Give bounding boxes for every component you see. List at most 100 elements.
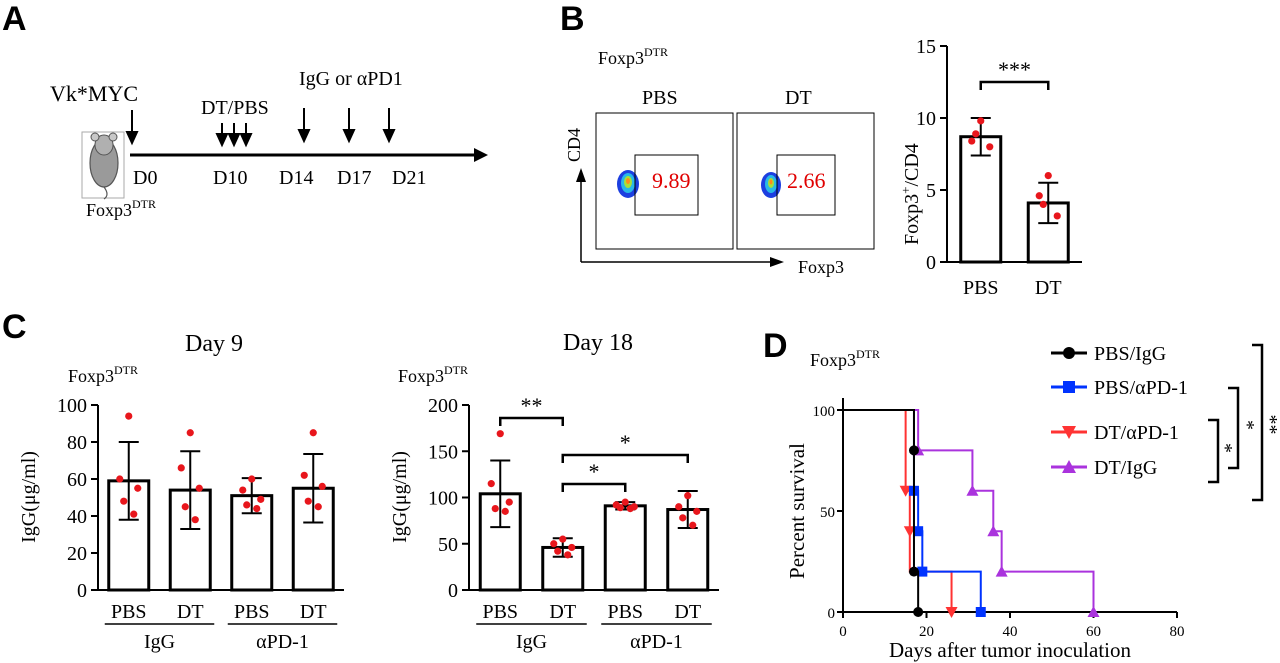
data-point bbox=[130, 510, 138, 518]
day-label-d0: D0 bbox=[133, 167, 157, 189]
x-tick-label: 80 bbox=[1170, 624, 1185, 640]
data-point bbox=[501, 507, 509, 515]
treatment-label: IgG or αPD1 bbox=[299, 68, 403, 90]
significance-bracket bbox=[561, 453, 689, 463]
y-tick-label: 0 bbox=[926, 252, 936, 274]
data-point bbox=[908, 566, 919, 577]
significance-label: * bbox=[1236, 420, 1258, 430]
y-tick-label: 50 bbox=[820, 505, 835, 521]
significance-label: ** bbox=[521, 393, 543, 418]
data-point bbox=[966, 484, 979, 496]
data-point bbox=[1063, 347, 1075, 359]
arrow-d10-1 bbox=[215, 123, 229, 148]
data-point bbox=[120, 497, 128, 505]
x-tick-label: PBS bbox=[963, 277, 999, 299]
data-point bbox=[968, 137, 976, 145]
data-point bbox=[995, 565, 1008, 577]
data-point bbox=[309, 429, 317, 437]
significance-bracket bbox=[561, 482, 627, 492]
data-point bbox=[195, 484, 203, 492]
chart-title: Day 9 bbox=[185, 331, 243, 357]
data-point bbox=[908, 445, 919, 456]
y-axis-label: IgG(μg/ml) bbox=[389, 451, 411, 543]
group-label: IgG bbox=[516, 631, 547, 653]
survival-line bbox=[843, 409, 920, 612]
chart-subtitle-main: Foxp3 bbox=[68, 366, 114, 386]
significance-bracket bbox=[1208, 418, 1220, 484]
data-point bbox=[239, 486, 247, 494]
gate-percent-pbs: 9.89 bbox=[652, 168, 691, 193]
data-point bbox=[300, 471, 308, 479]
data-point bbox=[1062, 426, 1076, 439]
data-point bbox=[621, 498, 629, 506]
gate-percent-dt: 2.66 bbox=[787, 168, 826, 193]
data-point bbox=[1039, 200, 1047, 208]
y-tick-label: 200 bbox=[428, 395, 458, 417]
significance-label: *** bbox=[998, 57, 1031, 82]
significance-label: * bbox=[620, 430, 631, 455]
y-tick-label: 0 bbox=[448, 580, 458, 602]
chart-subtitle-sup: DTR bbox=[444, 363, 468, 377]
significance-label: * bbox=[1214, 443, 1236, 453]
x-tick-label: 40 bbox=[1003, 624, 1018, 640]
data-point bbox=[177, 464, 185, 472]
chart-subtitle-sup: DTR bbox=[114, 363, 138, 377]
data-point bbox=[1053, 212, 1061, 220]
mouse-icon bbox=[81, 131, 125, 200]
day-label-d21: D21 bbox=[392, 167, 426, 189]
legend-label: DT/αPD-1 bbox=[1094, 422, 1179, 444]
y-axis-label-rest: /CD4 bbox=[901, 143, 923, 186]
y-tick-label: 15 bbox=[916, 36, 936, 58]
significance-bracket bbox=[979, 80, 1050, 90]
data-point bbox=[972, 130, 980, 138]
x-tick-label: PBS bbox=[234, 601, 270, 623]
data-point bbox=[257, 495, 265, 503]
timeline-arrows bbox=[125, 108, 396, 148]
flow-title-sup: DTR bbox=[644, 45, 668, 59]
group-label: αPD-1 bbox=[630, 631, 683, 653]
x-tick-label: 20 bbox=[919, 624, 934, 640]
data-point bbox=[917, 566, 928, 577]
flow-plot-dt bbox=[736, 112, 875, 250]
data-point bbox=[986, 143, 994, 151]
y-tick-label: 50 bbox=[438, 534, 458, 556]
bar bbox=[603, 504, 647, 592]
flow-title-main: Foxp3 bbox=[598, 48, 644, 68]
data-point bbox=[314, 503, 322, 511]
y-tick-label: 10 bbox=[916, 108, 936, 130]
y-tick-label: 20 bbox=[67, 543, 87, 565]
y-axis-label: Foxp3+/CD4 bbox=[898, 143, 923, 245]
data-point bbox=[1062, 460, 1076, 473]
data-point bbox=[491, 505, 499, 513]
data-point bbox=[679, 514, 687, 522]
x-tick-label: DT bbox=[549, 601, 576, 623]
panel-a-timeline: Vk*MYC DT/PBS IgG or αPD1 Foxp3DTR D0 D1 bbox=[50, 68, 488, 220]
chart-subtitle: Foxp3DTR bbox=[810, 347, 880, 370]
mouse-strain-main: Foxp3 bbox=[86, 200, 132, 220]
x-tick-label: 0 bbox=[839, 624, 847, 640]
significance-bracket bbox=[1252, 343, 1264, 502]
chart-subtitle: Foxp3DTR bbox=[398, 363, 468, 386]
flow-group-dt: DT bbox=[785, 87, 812, 109]
data-point bbox=[616, 504, 624, 512]
data-point bbox=[626, 505, 634, 513]
group-label: IgG bbox=[144, 631, 175, 653]
data-point bbox=[554, 547, 562, 555]
data-point bbox=[913, 526, 924, 537]
survival-line bbox=[843, 409, 982, 612]
flow-group-pbs: PBS bbox=[642, 87, 678, 109]
y-tick-label: 0 bbox=[828, 606, 836, 622]
flow-x-label: Foxp3 bbox=[798, 257, 844, 277]
data-point bbox=[564, 551, 572, 559]
gate-dt bbox=[776, 154, 836, 216]
significance-label: * bbox=[589, 459, 600, 484]
x-axis-label: Days after tumor inoculation bbox=[889, 638, 1132, 662]
flow-title: Foxp3DTR bbox=[598, 45, 668, 68]
legend-label: DT/IgG bbox=[1094, 457, 1157, 479]
chart-b-foxp3-bar: 0 5 10 15 PBS DT *** Foxp3+/CD4 bbox=[898, 36, 1082, 299]
data-point bbox=[684, 492, 692, 500]
panel-letter-a: A bbox=[2, 0, 27, 38]
density-blob-dt bbox=[761, 172, 781, 198]
